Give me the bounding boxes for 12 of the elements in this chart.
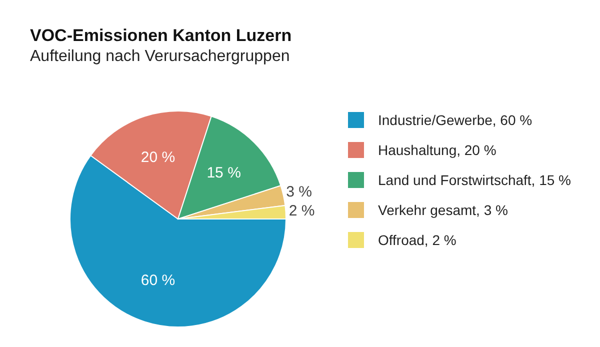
legend-label: Haushaltung, 20 %	[378, 142, 496, 158]
data-label: 60 %	[140, 272, 176, 290]
legend-label: Offroad, 2 %	[378, 232, 456, 248]
legend-label: Verkehr gesamt, 3 %	[378, 202, 508, 218]
data-label: 15 %	[206, 164, 241, 182]
data-label: 3 %	[286, 183, 312, 200]
legend-label: Land und Forstwirtschaft, 15 %	[378, 172, 571, 188]
chart-subtitle: Aufteilung nach Verursachergruppen	[30, 48, 291, 66]
legend-label: Industrie/Gewerbe, 60 %	[378, 112, 532, 128]
data-label: 20 %	[140, 148, 176, 166]
chart-title: VOC-Emissionen Kanton Luzern	[30, 26, 292, 46]
data-label: 2 %	[288, 202, 315, 220]
